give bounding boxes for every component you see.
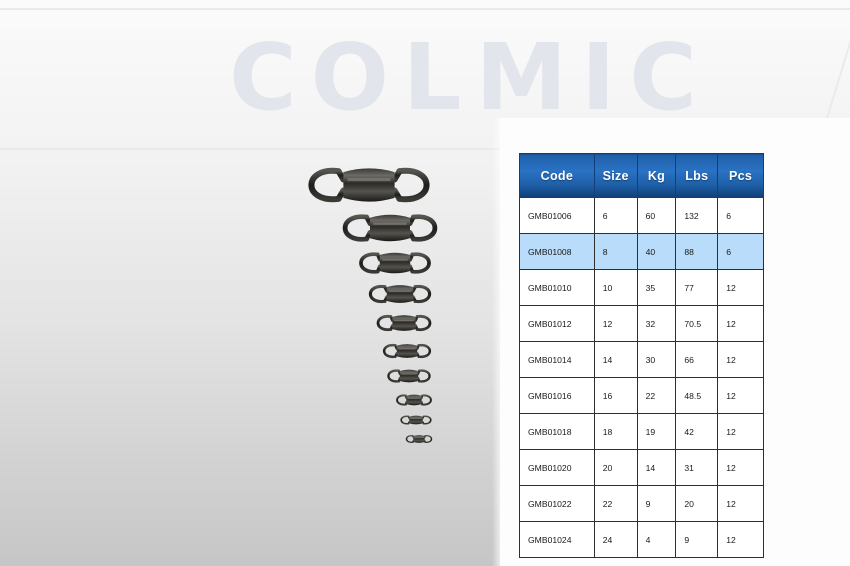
cell-pcs: 12 (717, 449, 764, 486)
cell-code: GMB01010 (519, 269, 595, 306)
table-row[interactable]: GMB01010 10 35 77 12 (519, 269, 764, 306)
cell-pcs: 12 (717, 341, 764, 378)
cell-lbs: 31 (675, 449, 719, 486)
swivel-9 (400, 415, 432, 425)
swivel-barrel (399, 369, 419, 383)
swivel-5 (376, 315, 432, 331)
cell-kg: 14 (636, 449, 677, 486)
cell-size: 24 (593, 521, 638, 558)
table-body: GMB01006 6 60 132 6 GMB01008 8 40 88 6 GMB01010 10 3… (519, 197, 764, 558)
column-header-size[interactable]: Size (593, 153, 638, 198)
swivel-6 (382, 344, 432, 358)
cell-kg: 22 (636, 377, 677, 414)
cell-code: GMB01012 (519, 305, 595, 342)
cell-pcs: 6 (717, 233, 764, 270)
cell-kg: 19 (636, 413, 677, 450)
table-row[interactable]: GMB01016 16 22 48.5 12 (519, 377, 764, 414)
swivel-4 (368, 285, 432, 303)
cell-size: 22 (593, 485, 638, 522)
cell-lbs: 88 (675, 233, 719, 270)
cell-lbs: 20 (675, 485, 719, 522)
table-row[interactable]: GMB01024 24 4 9 12 (519, 521, 764, 558)
swivel-barrel (392, 315, 416, 331)
column-header-lbs[interactable]: Lbs (675, 153, 719, 198)
table-row[interactable]: GMB01008 8 40 88 6 (519, 233, 764, 270)
cell-pcs: 12 (717, 521, 764, 558)
swivel-barrel (386, 285, 414, 303)
swivel-illustration-svg (308, 167, 438, 443)
column-header-pcs[interactable]: Pcs (717, 153, 764, 198)
cell-kg: 40 (636, 233, 677, 270)
cell-lbs: 9 (675, 521, 719, 558)
column-header-kg[interactable]: Kg (636, 153, 677, 198)
table-header-row: Code Size Kg Lbs Pcs (519, 153, 764, 198)
product-image-swivels (308, 167, 438, 443)
table-row[interactable]: GMB01018 18 19 42 12 (519, 413, 764, 450)
swivel-barrel (409, 415, 423, 425)
swivel-10 (405, 435, 433, 443)
cell-size: 18 (593, 413, 638, 450)
swivel-barrel (343, 168, 395, 202)
table-row[interactable]: GMB01020 20 14 31 12 (519, 449, 764, 486)
cell-code: GMB01022 (519, 485, 595, 522)
cell-size: 16 (593, 377, 638, 414)
cell-lbs: 132 (675, 197, 719, 234)
swivel-barrel (413, 435, 425, 443)
cell-kg: 4 (636, 521, 677, 558)
cell-lbs: 66 (675, 341, 719, 378)
swivel-7 (387, 369, 431, 383)
cell-pcs: 12 (717, 377, 764, 414)
cell-code: GMB01016 (519, 377, 595, 414)
cell-size: 12 (593, 305, 638, 342)
swivel-3 (359, 252, 431, 274)
specification-table: Code Size Kg Lbs Pcs GMB01006 6 60 132 6 GMB0… (519, 153, 764, 558)
cell-size: 8 (593, 233, 638, 270)
table-row[interactable]: GMB01014 14 30 66 12 (519, 341, 764, 378)
cell-kg: 60 (636, 197, 677, 234)
swivel-barrel (379, 252, 411, 274)
cell-size: 6 (593, 197, 638, 234)
cell-code: GMB01008 (519, 233, 595, 270)
cell-pcs: 12 (717, 305, 764, 342)
cell-lbs: 42 (675, 413, 719, 450)
table-header: Code Size Kg Lbs Pcs (519, 153, 764, 198)
swivel-barrel (406, 394, 422, 406)
swivel-8 (396, 394, 432, 406)
cell-code: GMB01006 (519, 197, 595, 234)
cell-code: GMB01014 (519, 341, 595, 378)
cell-pcs: 6 (717, 197, 764, 234)
cell-code: GMB01020 (519, 449, 595, 486)
cell-size: 10 (593, 269, 638, 306)
cell-lbs: 77 (675, 269, 719, 306)
column-header-code[interactable]: Code (519, 153, 595, 198)
cell-size: 14 (593, 341, 638, 378)
cell-pcs: 12 (717, 413, 764, 450)
swivel-barrel (370, 214, 410, 242)
cell-code: GMB01024 (519, 521, 595, 558)
cell-lbs: 70.5 (675, 305, 719, 342)
table-row[interactable]: GMB01022 22 9 20 12 (519, 485, 764, 522)
cell-lbs: 48.5 (675, 377, 719, 414)
table-row[interactable]: GMB01012 12 32 70.5 12 (519, 305, 764, 342)
cell-kg: 35 (636, 269, 677, 306)
cell-kg: 9 (636, 485, 677, 522)
cell-kg: 32 (636, 305, 677, 342)
cell-pcs: 12 (717, 269, 764, 306)
cell-pcs: 12 (717, 485, 764, 522)
table-row[interactable]: GMB01006 6 60 132 6 (519, 197, 764, 234)
swivel-2 (342, 214, 438, 242)
cell-code: GMB01018 (519, 413, 595, 450)
cell-kg: 30 (636, 341, 677, 378)
cell-size: 20 (593, 449, 638, 486)
swivel-barrel (396, 344, 418, 358)
swivel-1 (308, 167, 430, 203)
